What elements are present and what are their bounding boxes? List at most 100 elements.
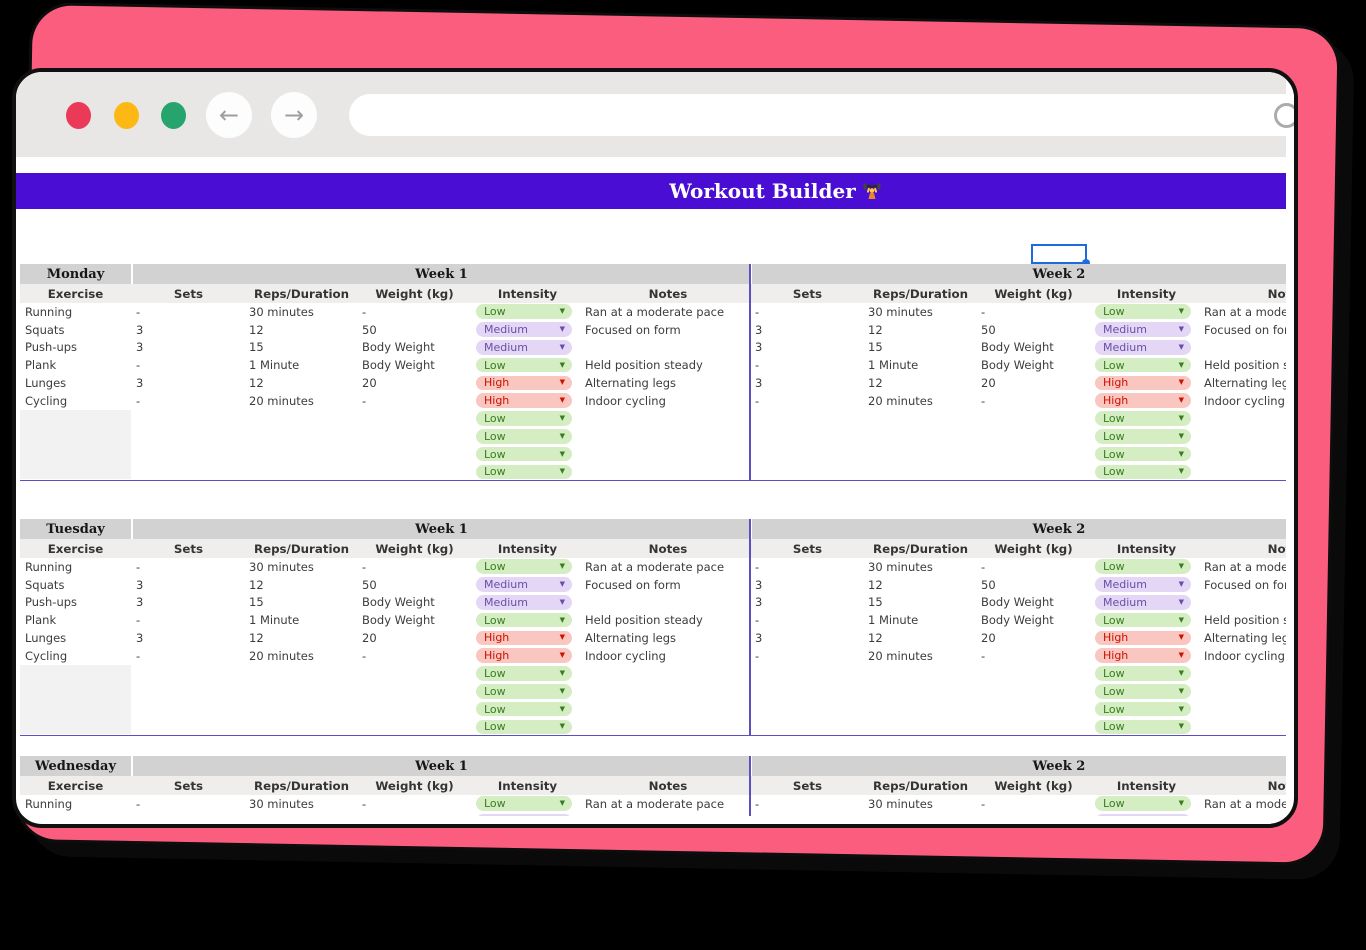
cell-exercise[interactable]: Push-ups (25, 340, 78, 355)
cell-weight[interactable]: Body Weight (981, 340, 1054, 355)
intensity-dropdown[interactable]: Medium▼ (476, 814, 572, 816)
cell-notes[interactable]: Alternating legs (1204, 376, 1286, 391)
cell-weight[interactable]: 50 (362, 322, 377, 337)
cell-sets[interactable]: - (136, 304, 141, 319)
cell-sets[interactable]: - (755, 358, 760, 373)
cell-exercise[interactable]: Cycling (25, 393, 68, 408)
cell-reps[interactable]: 1 Minute (868, 613, 919, 628)
intensity-dropdown[interactable]: Low ▼ (476, 796, 572, 811)
intensity-dropdown[interactable]: Low ▼ (476, 464, 572, 480)
intensity-dropdown[interactable]: Low ▼ (476, 701, 572, 717)
cell-sets[interactable]: 3 (755, 340, 763, 355)
intensity-dropdown[interactable]: High ▼ (476, 648, 572, 663)
cell-weight[interactable]: 50 (981, 322, 996, 337)
back-button[interactable]: ← (206, 92, 252, 138)
cell-weight[interactable]: - (981, 393, 986, 408)
cell-sets[interactable]: 3 (755, 322, 763, 337)
intensity-dropdown[interactable]: Medium▼ (1095, 577, 1191, 592)
cell-notes[interactable]: Ran at a moderate pace (585, 796, 725, 811)
intensity-dropdown[interactable]: Low ▼ (476, 559, 572, 574)
cell-reps[interactable]: 1 Minute (249, 613, 300, 628)
cell-reps[interactable]: 12 (249, 376, 264, 391)
intensity-dropdown[interactable]: Medium▼ (1095, 814, 1191, 816)
intensity-dropdown[interactable]: Medium▼ (1095, 340, 1191, 355)
cell-sets[interactable]: - (136, 559, 141, 574)
cell-notes[interactable] (1204, 339, 1286, 357)
intensity-dropdown[interactable]: High ▼ (1095, 375, 1191, 391)
intensity-dropdown[interactable]: Low ▼ (1095, 411, 1191, 426)
cell-weight[interactable]: Body Weight (362, 613, 435, 628)
cell-reps[interactable]: 20 minutes (868, 393, 933, 408)
cell-notes[interactable]: Ran at a moderate pace (585, 304, 725, 319)
cell-reps[interactable]: 12 (868, 577, 883, 592)
intensity-dropdown[interactable]: High ▼ (1095, 393, 1191, 408)
cell-weight[interactable]: - (362, 559, 367, 574)
cell-reps[interactable]: 15 (868, 340, 883, 355)
cell-weight[interactable]: Body Weight (362, 340, 435, 355)
intensity-dropdown[interactable]: Low ▼ (476, 719, 572, 735)
cell-notes[interactable]: Focused on form (585, 577, 681, 592)
cell-exercise[interactable]: Squats (25, 577, 65, 592)
cell-exercise[interactable]: Push-ups (25, 595, 78, 610)
cell-notes[interactable]: Alternating legs (1204, 631, 1286, 646)
cell-reps[interactable]: 15 (868, 595, 883, 610)
intensity-dropdown[interactable]: Low ▼ (476, 446, 572, 462)
cell-exercise[interactable]: Lunges (25, 376, 67, 391)
cell-sets[interactable]: - (136, 358, 141, 373)
cell-reps[interactable]: 30 minutes (868, 304, 933, 319)
cell-weight[interactable]: Body Weight (362, 595, 435, 610)
cell-sets[interactable]: 3 (136, 322, 144, 337)
cell-sets[interactable]: - (755, 648, 760, 663)
cell-notes[interactable]: Ran at a moderate pace (1204, 559, 1286, 574)
cell-exercise[interactable]: Plank (25, 613, 57, 628)
intensity-dropdown[interactable]: Low ▼ (1095, 666, 1191, 681)
cell-sets[interactable]: - (136, 393, 141, 408)
cell-reps[interactable]: 12 (249, 631, 264, 646)
selected-cell[interactable] (1031, 244, 1090, 267)
cell-weight[interactable]: - (981, 559, 986, 574)
cell-weight[interactable]: - (981, 304, 986, 319)
intensity-dropdown[interactable]: Low ▼ (1095, 446, 1191, 462)
intensity-dropdown[interactable]: Medium▼ (476, 340, 572, 355)
cell-weight[interactable]: Body Weight (981, 595, 1054, 610)
cell-notes[interactable]: Ran at a moderate pace (1204, 796, 1286, 811)
intensity-dropdown[interactable]: Low ▼ (1095, 612, 1191, 628)
close-button[interactable] (66, 102, 91, 129)
cell-sets[interactable]: 3 (136, 577, 144, 592)
intensity-dropdown[interactable]: Medium▼ (1095, 595, 1191, 610)
cell-sets[interactable]: - (755, 559, 760, 574)
cell-reps[interactable]: 1 Minute (249, 358, 300, 373)
cell-notes[interactable]: Focused on form (1204, 577, 1286, 592)
cell-reps[interactable]: 12 (249, 577, 264, 592)
intensity-dropdown[interactable]: Low ▼ (476, 304, 572, 319)
cell-notes[interactable]: Alternating legs (585, 631, 677, 646)
cell-reps[interactable]: 30 minutes (868, 559, 933, 574)
intensity-dropdown[interactable]: Medium▼ (476, 595, 572, 610)
zoom-button[interactable] (161, 102, 186, 129)
cell-notes[interactable] (585, 339, 747, 357)
cell-reps[interactable]: 12 (868, 631, 883, 646)
cell-weight[interactable]: 50 (981, 577, 996, 592)
cell-sets[interactable]: 3 (136, 340, 144, 355)
cell-exercise[interactable]: Squats (25, 813, 129, 816)
intensity-dropdown[interactable]: Medium▼ (1095, 322, 1191, 337)
cell-sets[interactable]: - (755, 393, 760, 408)
cell-weight[interactable]: 20 (981, 376, 996, 391)
intensity-dropdown[interactable]: High ▼ (476, 393, 572, 408)
minimize-button[interactable] (114, 102, 139, 129)
cell-notes[interactable]: Focused on form (1204, 322, 1286, 337)
intensity-dropdown[interactable]: Low ▼ (1095, 701, 1191, 717)
intensity-dropdown[interactable]: High ▼ (476, 630, 572, 646)
cell-notes[interactable]: Indoor cycling (1204, 393, 1285, 408)
cell-exercise[interactable]: Running (25, 304, 73, 319)
cell-exercise[interactable]: Plank (25, 358, 57, 373)
cell-weight[interactable]: - (981, 648, 986, 663)
intensity-dropdown[interactable]: Low ▼ (1095, 429, 1191, 444)
forward-button[interactable]: → (271, 92, 317, 138)
cell-exercise[interactable]: Running (25, 559, 73, 574)
cell-reps[interactable]: 30 minutes (249, 304, 314, 319)
cell-sets[interactable]: 3 (136, 631, 144, 646)
cell-weight[interactable]: - (981, 796, 986, 811)
cell-reps[interactable]: 20 minutes (249, 393, 314, 408)
intensity-dropdown[interactable]: Low ▼ (1095, 719, 1191, 735)
